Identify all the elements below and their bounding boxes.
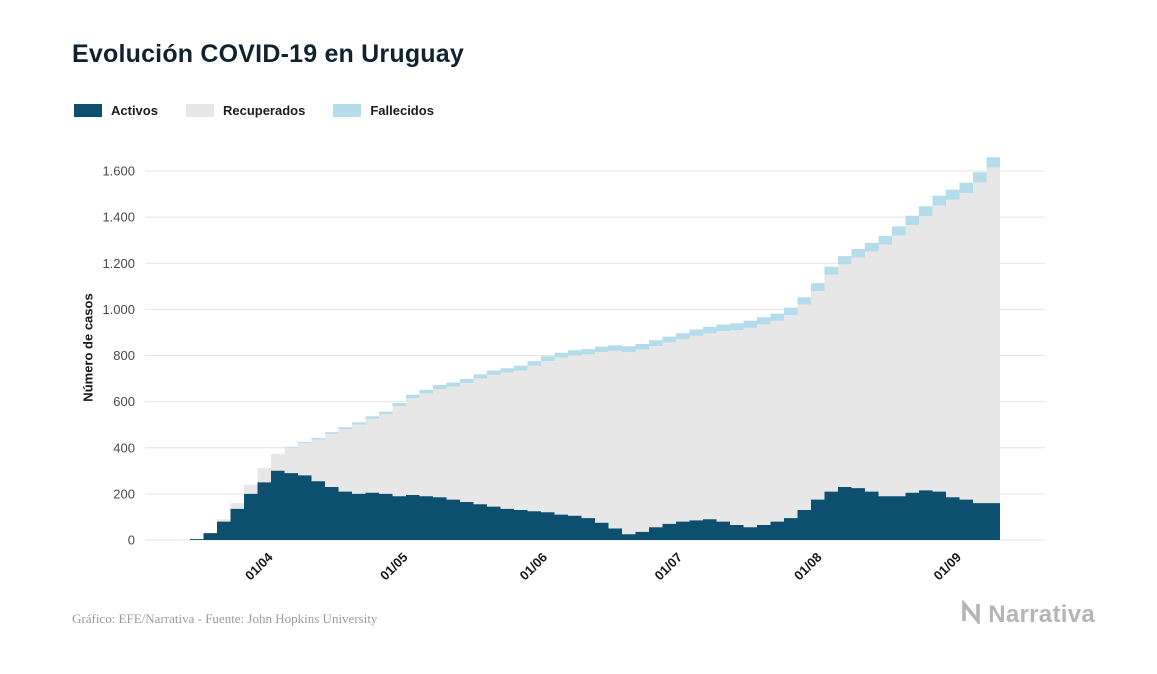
svg-text:01/04: 01/04 [242, 549, 276, 583]
svg-text:400: 400 [113, 440, 135, 455]
legend-label-activos: Activos [111, 103, 158, 118]
svg-text:01/08: 01/08 [791, 550, 825, 584]
svg-text:1.200: 1.200 [102, 256, 135, 271]
svg-text:200: 200 [113, 486, 135, 501]
narrativa-n-icon [960, 598, 984, 629]
footer-credit: Gráfico: EFE/Narrativa - Fuente: John Ho… [72, 611, 378, 626]
svg-text:01/06: 01/06 [517, 550, 551, 584]
legend-item-fallecidos: Fallecidos [333, 103, 434, 118]
svg-text:600: 600 [113, 394, 135, 409]
svg-text:01/05: 01/05 [377, 550, 411, 584]
legend-label-recuperados: Recuperados [222, 103, 306, 118]
page-title: Evolución COVID-19 en Uruguay [72, 40, 464, 68]
svg-text:800: 800 [113, 348, 135, 363]
svg-text:1.600: 1.600 [102, 164, 135, 179]
legend-item-recuperados: Recuperados [185, 103, 306, 118]
svg-text:0: 0 [128, 533, 135, 548]
svg-text:01/09: 01/09 [931, 550, 965, 584]
legend-label-fallecidos: Fallecidos [370, 103, 434, 118]
legend-item-activos: Activos [74, 103, 158, 118]
svg-text:1.000: 1.000 [102, 302, 135, 317]
brand-name: Narrativa [988, 600, 1095, 628]
brand-logo: Narrativa [960, 598, 1095, 629]
svg-text:1.400: 1.400 [102, 210, 135, 225]
recuperados-swatch [185, 104, 214, 117]
svg-text:01/07: 01/07 [652, 550, 686, 584]
activos-swatch [74, 104, 102, 117]
fallecidos-swatch [333, 104, 362, 117]
legend: Activos Recuperados Fallecidos [74, 103, 434, 118]
